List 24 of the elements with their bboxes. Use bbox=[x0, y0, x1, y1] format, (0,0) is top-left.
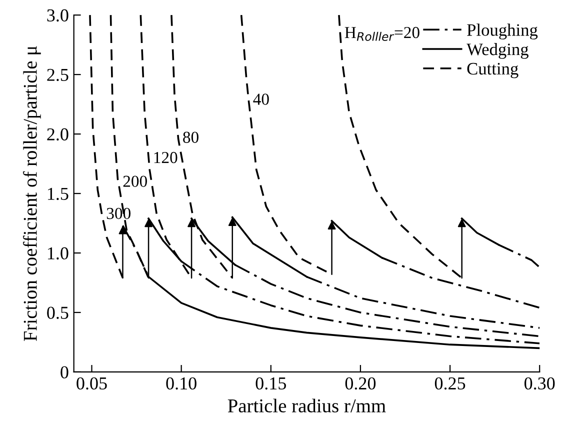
x-axis-title: Particle radius r/mm bbox=[228, 398, 386, 412]
x-tick-label: 0.05 bbox=[76, 377, 107, 390]
annotation: 200 bbox=[123, 176, 147, 187]
legend-label: Cutting bbox=[467, 62, 518, 78]
y-tick-label: 2.0 bbox=[47, 128, 68, 141]
legend-label: Ploughing bbox=[467, 24, 538, 40]
x-tick-label: 0.25 bbox=[434, 377, 466, 390]
x-tick-label: 0.30 bbox=[524, 377, 555, 390]
y-tick-label: 2.5 bbox=[47, 68, 68, 82]
annotation: 40 bbox=[253, 94, 269, 105]
y-tick-label: 1.5 bbox=[48, 188, 68, 200]
legend-label: Wedging bbox=[466, 43, 528, 59]
annotation: H$_{Rolller}$=20 bbox=[344, 26, 420, 41]
annotation: 300 bbox=[106, 208, 130, 220]
y-axis-title: Friction coefficient of roller/particle μ bbox=[23, 46, 41, 342]
x-tick-label: 0.20 bbox=[345, 377, 376, 390]
y-tick-label: 1.0 bbox=[48, 247, 68, 260]
x-tick-label: 0.10 bbox=[166, 377, 196, 390]
y-tick-label: 3.0 bbox=[47, 9, 68, 22]
annotation: 80 bbox=[183, 132, 198, 143]
x-tick-label: 0.15 bbox=[256, 377, 286, 390]
y-tick-label: 0.5 bbox=[47, 306, 68, 319]
y-tick-label: 0 bbox=[60, 366, 68, 378]
annotation: 120 bbox=[154, 152, 178, 164]
